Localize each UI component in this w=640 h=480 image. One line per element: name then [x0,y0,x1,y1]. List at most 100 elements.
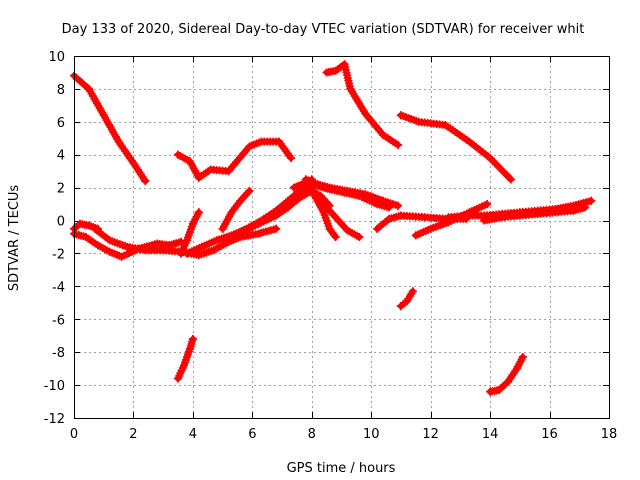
data-point [396,211,405,220]
series-track-j [218,186,254,233]
data-point [587,196,596,205]
data-point [230,233,239,241]
data-point [272,211,281,220]
data-series [70,60,596,396]
data-point [114,137,123,146]
data-point [174,374,182,383]
data-point [206,165,215,174]
x-tick-label: 14 [482,427,499,442]
data-point [385,214,394,223]
data-point [420,213,429,222]
data-point [373,224,382,233]
chart-title: Day 133 of 2020, Sidereal Day-to-day VTE… [62,22,585,37]
series-track-n [301,175,402,210]
data-point [396,111,405,120]
series-track-w [486,353,527,396]
x-axis-label: GPS time / hours [287,461,396,476]
data-point [99,111,108,120]
data-point [245,186,254,195]
x-tick-label: 0 [70,427,78,442]
data-point [325,224,334,233]
data-point [569,206,578,215]
data-point [495,386,503,394]
series-track-v [174,335,197,383]
data-point [343,186,352,195]
data-point [105,236,114,245]
series-track-l [254,186,334,228]
data-point [581,203,590,212]
data-point [84,221,93,230]
data-point [503,377,512,386]
data-point [515,211,524,220]
data-point [212,236,221,245]
data-point [310,191,319,200]
data-point [361,190,370,199]
y-tick-label: -8 [52,346,65,361]
x-tick-label: 6 [248,427,256,442]
data-point [313,180,322,189]
data-point [486,387,495,396]
data-point [512,364,521,373]
data-point [284,203,292,212]
series-track-d [396,111,515,184]
data-point [394,140,402,149]
series-track-r [411,200,492,240]
plot-frame [74,56,610,419]
y-tick-label: 6 [57,116,65,131]
data-point [408,287,417,296]
data-point [275,137,284,146]
series-track-o [310,191,340,241]
data-point [174,150,182,159]
grid [74,56,609,418]
x-tick-label: 2 [129,427,137,442]
data-point [218,224,227,233]
data-point [480,216,489,225]
data-point [197,242,206,251]
data-point [379,196,388,205]
data-point [301,175,310,184]
data-point [346,84,355,93]
data-point [414,117,423,126]
x-tick-label: 4 [189,427,197,442]
data-point [331,66,340,75]
y-tick-label: 4 [57,149,65,164]
data-point [188,219,197,228]
data-point [462,211,471,220]
data-point [465,137,474,146]
y-tick-label: -10 [44,379,65,394]
x-tick-label: 16 [541,427,558,442]
data-point [551,208,560,217]
data-point [194,208,203,217]
x-tick-label: 12 [422,427,439,442]
data-point [319,208,328,217]
y-tick-label: 2 [57,182,65,197]
y-axis-label: SDTVAR / TECUs [7,185,22,292]
x-tick-label: 18 [601,427,618,442]
data-point [93,241,102,250]
data-point [180,361,188,370]
data-point [411,231,420,240]
data-point [245,142,254,151]
data-point [227,208,236,217]
data-point [224,167,233,176]
data-point [194,251,203,260]
data-point [355,233,364,241]
data-point [159,246,168,255]
data-point [84,84,93,93]
data-point [518,353,527,362]
data-point [331,233,340,241]
data-point [498,213,506,222]
series-track-u [396,287,417,311]
data-point [257,137,266,146]
series-track-c [322,60,402,149]
data-point [105,247,114,256]
y-tick-label: 8 [57,83,65,98]
data-point [254,219,263,228]
data-point [483,200,492,209]
y-tick-label: 10 [48,50,65,65]
data-point [182,236,191,245]
y-tick-label: -2 [52,247,65,262]
data-point [325,183,334,192]
data-point [402,297,411,306]
